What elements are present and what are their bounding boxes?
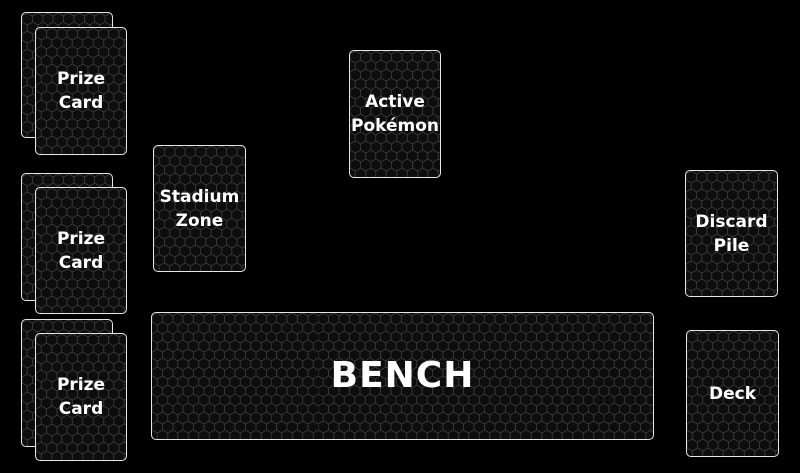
discard-pile-zone[interactable]: Discard Pile	[685, 170, 778, 297]
bench-label: BENCH	[330, 355, 475, 396]
discard-pile-label: Discard Pile	[695, 211, 768, 256]
prize-card-2[interactable]: Prize Card	[35, 187, 127, 314]
prize-card-label: Prize Card	[56, 375, 106, 419]
prize-card-label: Prize Card	[56, 228, 106, 273]
active-pokemon-zone[interactable]: Active Pokémon	[349, 50, 441, 178]
prize-card-label: Prize Card	[56, 69, 106, 113]
prize-card-3[interactable]: Prize Card	[35, 333, 127, 461]
deck-label: Deck	[708, 383, 757, 404]
active-pokemon-label: Active Pokémon	[350, 92, 439, 136]
stadium-zone-label: Stadium Zone	[159, 186, 240, 231]
prize-card-1[interactable]: Prize Card	[35, 27, 127, 155]
deck-zone[interactable]: Deck	[686, 330, 779, 457]
bench-zone[interactable]: BENCH	[151, 312, 654, 440]
stadium-zone[interactable]: Stadium Zone	[153, 145, 246, 272]
